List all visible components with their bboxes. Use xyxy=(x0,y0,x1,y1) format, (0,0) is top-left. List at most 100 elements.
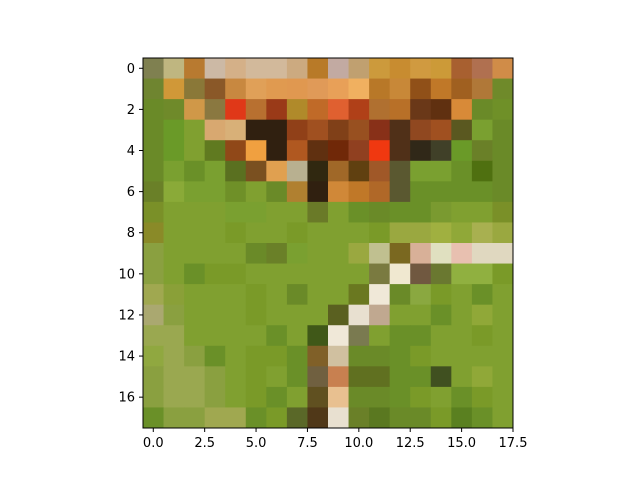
heatmap-cell xyxy=(348,407,370,429)
heatmap-cell xyxy=(492,386,514,408)
heatmap-cell xyxy=(307,99,329,121)
heatmap-cell xyxy=(328,243,349,264)
heatmap-cell xyxy=(204,181,226,203)
heatmap-cell xyxy=(471,263,493,285)
heatmap-cell xyxy=(266,243,288,264)
heatmap-cell xyxy=(492,284,514,306)
heatmap-cell xyxy=(204,325,226,347)
heatmap-cell xyxy=(307,78,329,100)
heatmap-cell xyxy=(369,345,391,367)
x-tick-label: 7.5 xyxy=(297,436,318,451)
heatmap-cell xyxy=(430,119,452,141)
heatmap-cell xyxy=(286,160,308,182)
heatmap-cell xyxy=(369,407,391,429)
heatmap-cell xyxy=(163,304,185,326)
heatmap-cell xyxy=(225,181,247,203)
heatmap-cell xyxy=(430,201,452,223)
heatmap-cell xyxy=(389,263,411,285)
heatmap-cell xyxy=(286,325,308,347)
x-tick-label: 10.0 xyxy=(344,436,373,451)
heatmap-cell xyxy=(492,304,514,326)
heatmap-cell xyxy=(328,140,349,162)
heatmap-cell xyxy=(471,181,493,203)
heatmap-cell xyxy=(286,99,308,121)
heatmap-cell xyxy=(328,366,349,388)
heatmap-cell xyxy=(389,201,411,223)
heatmap-cell xyxy=(389,222,411,244)
heatmap-cell xyxy=(348,99,370,121)
heatmap-cell xyxy=(163,201,185,223)
heatmap-cell xyxy=(430,263,452,285)
heatmap-cell xyxy=(369,263,391,285)
heatmap-cell xyxy=(143,160,164,182)
heatmap-cell xyxy=(389,58,411,79)
x-tick-label: 2.5 xyxy=(194,436,215,451)
heatmap-cell xyxy=(369,201,391,223)
heatmap-cell xyxy=(204,243,226,264)
heatmap-cell xyxy=(389,304,411,326)
heatmap-cell xyxy=(307,407,329,429)
heatmap-cell xyxy=(451,284,473,306)
heatmap-cell xyxy=(143,58,164,79)
heatmap-cell xyxy=(389,78,411,100)
heatmap-cell xyxy=(143,140,164,162)
heatmap-cell xyxy=(245,345,267,367)
heatmap-cell xyxy=(225,407,247,429)
heatmap-cell xyxy=(410,325,432,347)
heatmap-cell xyxy=(184,304,206,326)
heatmap-cell xyxy=(204,119,226,141)
heatmap-cell xyxy=(245,58,267,79)
heatmap-cell xyxy=(348,366,370,388)
heatmap-cell xyxy=(307,263,329,285)
heatmap-cell xyxy=(410,304,432,326)
heatmap-cell xyxy=(389,181,411,203)
heatmap-cell xyxy=(451,386,473,408)
heatmap-cell xyxy=(389,284,411,306)
heatmap-cell xyxy=(348,263,370,285)
heatmap-cell xyxy=(163,160,185,182)
heatmap-cell xyxy=(328,284,349,306)
heatmap-cell xyxy=(225,325,247,347)
heatmap-cell xyxy=(451,160,473,182)
heatmap-cell xyxy=(451,181,473,203)
heatmap-cell xyxy=(286,181,308,203)
heatmap-cell xyxy=(225,78,247,100)
heatmap-cell xyxy=(471,366,493,388)
heatmap-cell xyxy=(163,181,185,203)
heatmap-cell xyxy=(163,366,185,388)
heatmap-cell xyxy=(410,386,432,408)
heatmap-cell xyxy=(286,366,308,388)
heatmap-cell xyxy=(307,160,329,182)
heatmap-cell xyxy=(225,304,247,326)
heatmap-cell xyxy=(348,140,370,162)
y-tick-label: 6 xyxy=(127,185,135,200)
heatmap-cell xyxy=(286,58,308,79)
heatmap-cells xyxy=(143,58,514,429)
heatmap-cell xyxy=(410,222,432,244)
heatmap-cell xyxy=(389,99,411,121)
heatmap-cell xyxy=(451,263,473,285)
heatmap-cell xyxy=(451,119,473,141)
heatmap-cell xyxy=(245,160,267,182)
heatmap-cell xyxy=(430,386,452,408)
heatmap-cell xyxy=(328,304,349,326)
heatmap-cell xyxy=(286,140,308,162)
heatmap-cell xyxy=(184,160,206,182)
heatmap-cell xyxy=(184,99,206,121)
heatmap-cell xyxy=(451,304,473,326)
heatmap-cell xyxy=(143,386,164,408)
heatmap-cell xyxy=(143,243,164,264)
heatmap-cell xyxy=(369,181,391,203)
heatmap-cell xyxy=(307,284,329,306)
heatmap-cell xyxy=(492,243,514,264)
heatmap-cell xyxy=(492,58,514,79)
heatmap-cell xyxy=(204,99,226,121)
heatmap-cell xyxy=(348,181,370,203)
heatmap-cell xyxy=(369,58,391,79)
y-tick-label: 4 xyxy=(127,144,135,159)
heatmap-cell xyxy=(307,58,329,79)
heatmap-cell xyxy=(184,78,206,100)
heatmap-cell xyxy=(225,99,247,121)
heatmap-cell xyxy=(389,366,411,388)
heatmap-cell xyxy=(328,407,349,429)
